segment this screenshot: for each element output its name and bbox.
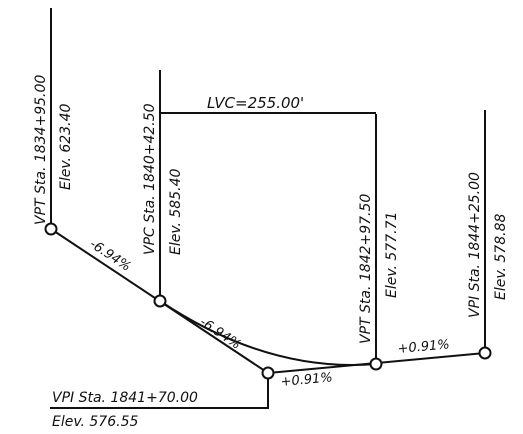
vpt-end-elevation-label: Elev. 577.71 [384,212,400,298]
vpi-end-station-label: VPI Sta. 1844+25.00 [467,172,483,318]
lvc-label: LVC=255.00' [207,94,304,112]
vpi-low-point [261,366,275,380]
vpt-end-station-label: VPT Sta. 1842+97.50 [358,194,374,344]
vpc-point [153,294,167,308]
grade-up-outer-label: +0.91% [397,337,450,357]
vpi-low-station-label: VPI Sta. 1841+70.00 [52,390,198,406]
grade-down-lower-label: -6.94% [197,315,244,353]
vpt-end-point [369,357,383,371]
vpc-station-label: VPC Sta. 1840+42.50 [142,103,158,255]
vertical-curve [159,300,377,366]
vpi-end-elevation-label: Elev. 578.88 [493,214,509,300]
vpt-start-point [44,222,58,236]
vpi-end-point [478,346,492,360]
vpt-start-station-label: VPT Sta. 1834+95.00 [33,75,49,225]
grade-up-inner-label: +0.91% [280,370,333,390]
vpi-low-elevation-label: Elev. 576.55 [52,414,138,430]
vpi-low-leader [50,373,269,409]
vpt-start-elevation-label: Elev. 623.40 [58,104,74,190]
vpc-elevation-label: Elev. 585.40 [168,169,184,255]
